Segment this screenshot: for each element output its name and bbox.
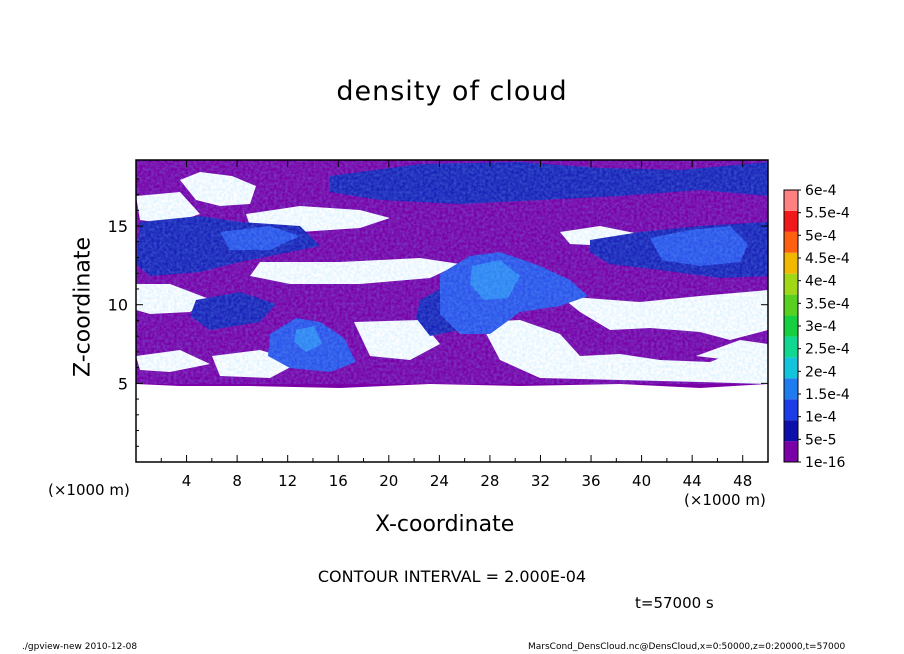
y-tick-label: 5 [118, 374, 128, 393]
y-axis-ticks: 5 10 15 [108, 178, 768, 447]
colorbar-label: 3e-4 [805, 319, 837, 335]
colorbar-swatch [784, 357, 798, 379]
colorbar: 1e-16 5e-5 1e-4 1.5e-4 2e-4 2.5e-4 3e-4 3.5e-4 4… [783, 183, 850, 471]
colorbar-label: 3.5e-4 [805, 296, 850, 312]
colorbar-label: 5.5e-4 [805, 206, 850, 222]
x-tick-label: 36 [581, 472, 600, 490]
colorbar-swatch [784, 378, 798, 400]
colorbar-swatch [784, 315, 798, 337]
y-tick-label: 15 [108, 217, 128, 236]
colorbar-label: 5e-5 [805, 432, 836, 448]
colorbar-label: 2.5e-4 [805, 342, 850, 358]
x-tick-label: 8 [232, 472, 242, 490]
colorbar-label: 2e-4 [805, 364, 837, 380]
chart-title: density of cloud [336, 76, 568, 107]
colorbar-label: 1e-4 [805, 410, 837, 426]
time-label: t=57000 s [635, 594, 714, 612]
x-tick-label: 4 [182, 472, 192, 490]
contour-interval-label: CONTOUR INTERVAL = 2.000E-04 [317, 567, 587, 586]
x-tick-label: 48 [733, 472, 752, 490]
footer-program: ./gpview-new 2010-12-08 [22, 642, 138, 652]
colorbar-swatch [784, 399, 798, 421]
colorbar-label: 5e-4 [805, 228, 837, 244]
x-tick-label: 40 [632, 472, 651, 490]
x-axis-ticks: 4 8 12 16 20 24 28 32 36 40 44 48 [160, 160, 752, 490]
colorbar-swatch [784, 420, 798, 442]
x-tick-label: 20 [379, 472, 398, 490]
cloud-field [136, 160, 768, 388]
colorbar-swatch [784, 441, 798, 462]
colorbar-swatch [784, 294, 798, 316]
colorbar-label: 6e-4 [805, 183, 837, 199]
x-tick-label: 32 [531, 472, 550, 490]
colorbar-swatch [784, 273, 798, 295]
cloud-texture [136, 160, 768, 384]
y-tick-label: 10 [108, 296, 128, 315]
x-tick-label: 24 [430, 472, 449, 490]
colorbar-swatch [784, 252, 798, 274]
x-tick-label: 12 [278, 472, 297, 490]
colorbar-swatch [784, 210, 798, 232]
colorbar-swatch [784, 231, 798, 253]
colorbar-swatch [784, 190, 798, 211]
footer-source: MarsCond_DensCloud.nc@DensCloud,x=0:5000… [528, 642, 846, 652]
y-axis-label: Z-coordinate [70, 237, 96, 377]
x-tick-label: 44 [683, 472, 702, 490]
colorbar-label: 1.5e-4 [805, 387, 850, 403]
x-tick-label: 28 [480, 472, 499, 490]
x-axis-unit-left: (×1000 m) [48, 481, 130, 499]
x-tick-label: 16 [329, 472, 348, 490]
plot-frame [135, 159, 769, 463]
colorbar-swatch [784, 336, 798, 358]
colorbar-label: 4.5e-4 [805, 251, 850, 267]
x-axis-unit-right: (×1000 m) [684, 491, 766, 509]
x-axis-label: X-coordinate [375, 512, 515, 537]
colorbar-label: 4e-4 [805, 274, 837, 290]
colorbar-label: 1e-16 [805, 455, 845, 471]
